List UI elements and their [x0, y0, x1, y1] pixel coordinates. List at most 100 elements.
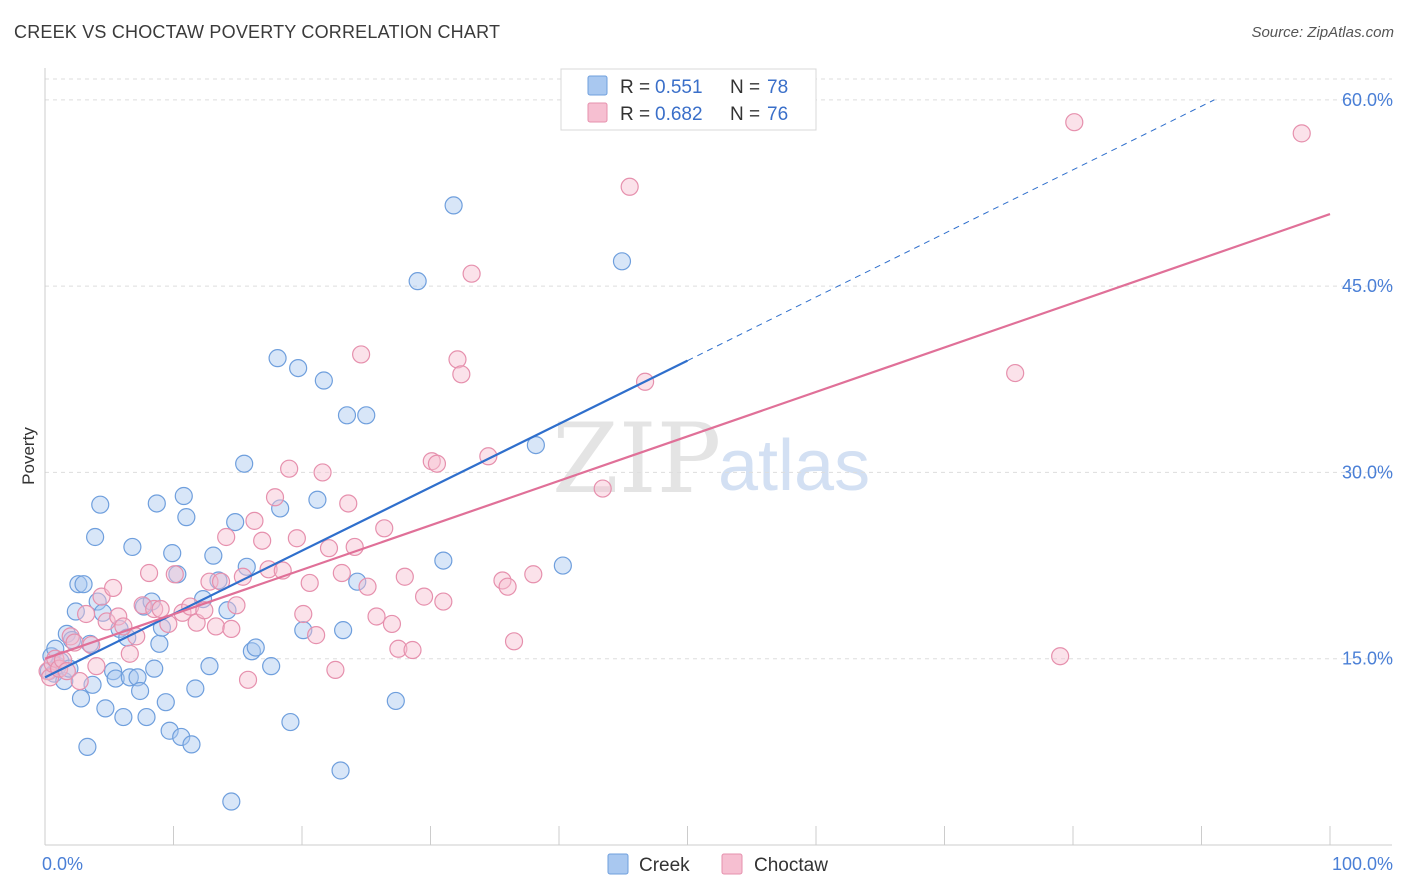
point-choctaw	[462, 264, 481, 283]
point-choctaw	[206, 617, 226, 636]
point-choctaw	[253, 531, 272, 550]
y-tick-labels: 15.0% 30.0% 45.0% 60.0%	[1342, 90, 1393, 669]
legend-r-label-creek: R =	[620, 77, 650, 98]
point-choctaw	[389, 639, 408, 658]
point-creek	[174, 486, 193, 506]
trend-line-creek	[44, 359, 688, 679]
point-choctaw	[358, 577, 377, 596]
point-creek	[386, 691, 405, 711]
point-creek	[289, 358, 308, 378]
point-creek	[156, 693, 175, 712]
point-creek	[226, 512, 245, 532]
bottom-legend-swatch-creek	[607, 853, 629, 875]
point-choctaw	[1006, 363, 1025, 383]
point-choctaw	[145, 599, 164, 619]
trend-line-choctaw	[44, 213, 1331, 660]
point-choctaw	[1065, 113, 1084, 132]
point-creek	[182, 735, 201, 754]
point-choctaw	[434, 592, 453, 611]
source-credit: Source: ZipAtlas.com	[1251, 24, 1394, 41]
point-choctaw	[319, 539, 339, 558]
point-choctaw	[414, 587, 434, 606]
point-creek	[186, 679, 205, 698]
point-creek	[246, 638, 265, 657]
legend-r-value-choctaw: 0.682	[655, 104, 703, 125]
point-creek	[271, 499, 290, 518]
point-choctaw	[395, 567, 414, 586]
trend-extension-creek	[687, 99, 1215, 362]
x-tick-label: 100.0%	[1332, 854, 1393, 874]
point-creek	[147, 494, 166, 513]
x-tick-labels: 0.0% 100.0%	[42, 854, 1393, 874]
point-choctaw	[280, 459, 299, 478]
point-choctaw	[120, 644, 139, 663]
point-creek	[74, 575, 93, 594]
point-choctaw	[151, 599, 170, 619]
point-creek	[163, 544, 182, 563]
point-creek	[281, 712, 300, 732]
point-creek	[177, 508, 196, 527]
legend-n-value-creek: 78	[767, 77, 788, 98]
point-creek	[204, 546, 223, 565]
bottom-legend-label-creek: Creek	[639, 855, 690, 876]
y-tick-label: 30.0%	[1342, 462, 1393, 482]
legend-n-label-creek: N =	[730, 77, 760, 98]
y-axis-label: Poverty	[19, 427, 38, 485]
watermark-atlas: atlas	[718, 426, 870, 506]
legend-swatch-creek	[587, 75, 608, 96]
point-creek	[444, 196, 463, 215]
point-choctaw	[217, 527, 236, 547]
point-creek	[86, 527, 105, 547]
point-choctaw	[448, 350, 467, 369]
point-creek	[262, 657, 281, 676]
point-creek	[78, 737, 97, 756]
point-choctaw	[294, 604, 313, 624]
point-choctaw	[307, 626, 326, 645]
point-choctaw	[339, 494, 358, 513]
point-creek	[69, 575, 88, 594]
point-creek	[96, 699, 115, 718]
point-choctaw	[403, 640, 422, 660]
point-choctaw	[367, 607, 386, 626]
point-choctaw	[620, 177, 639, 196]
point-choctaw	[352, 345, 371, 364]
point-creek	[104, 662, 123, 681]
point-choctaw	[427, 454, 447, 473]
point-creek	[357, 406, 376, 425]
point-creek	[172, 727, 191, 747]
point-choctaw	[375, 519, 394, 538]
point-creek	[237, 557, 256, 576]
point-choctaw	[139, 563, 159, 583]
bottom-legend: Creek Choctaw	[607, 853, 828, 876]
data-points	[38, 113, 1311, 811]
point-choctaw	[245, 511, 264, 530]
point-creek	[334, 621, 353, 640]
point-creek	[130, 681, 150, 701]
bottom-legend-swatch-choctaw	[721, 853, 743, 875]
point-choctaw	[1292, 124, 1311, 143]
point-creek	[160, 721, 179, 740]
point-choctaw	[300, 573, 319, 593]
point-creek	[222, 792, 241, 811]
point-choctaw	[287, 529, 306, 548]
point-creek	[553, 556, 572, 575]
trend-lines	[44, 99, 1331, 679]
point-creek	[123, 537, 142, 557]
point-creek	[331, 761, 350, 780]
point-choctaw	[165, 565, 184, 584]
point-choctaw	[452, 365, 471, 384]
point-creek	[106, 669, 125, 688]
point-creek	[137, 707, 156, 727]
point-creek	[314, 371, 333, 390]
point-creek	[308, 490, 327, 509]
point-creek	[268, 349, 287, 368]
point-creek	[120, 668, 139, 687]
point-choctaw	[265, 488, 285, 507]
point-choctaw	[133, 596, 152, 615]
y-tick-label: 15.0%	[1342, 649, 1393, 669]
point-choctaw	[222, 619, 241, 639]
point-creek	[612, 252, 632, 271]
y-tick-label: 45.0%	[1342, 276, 1393, 296]
point-choctaw	[593, 479, 612, 498]
